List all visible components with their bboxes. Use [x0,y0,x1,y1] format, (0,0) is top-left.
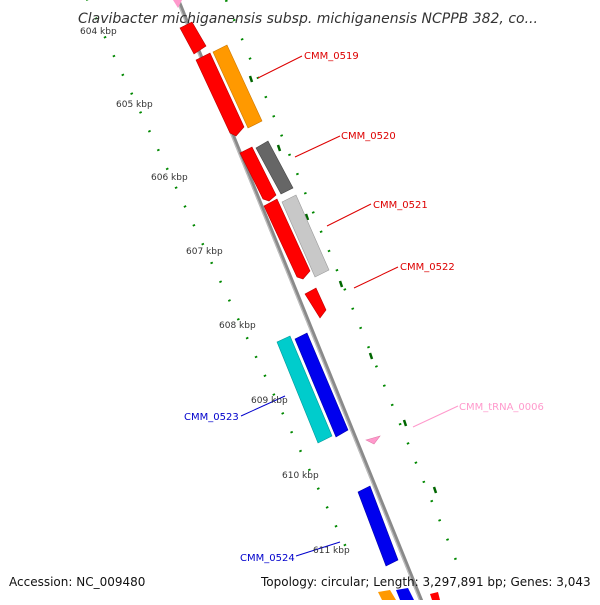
gene-label-cmm-0522[interactable]: CMM_0522 [400,262,455,273]
tick-label-611: 611 kbp [313,546,350,556]
gene-top-pink[interactable] [173,0,183,8]
gene-cmm-0523[interactable] [276,335,333,444]
topology-summary: Topology: circular; Length: 3,297,891 bp… [260,575,591,589]
gene-trna-0006[interactable] [365,435,381,445]
genome-title: Clavibacter michiganensis subsp. michiga… [78,11,538,27]
tick-label-608: 608 kbp [219,321,256,331]
gene-cmm-0524[interactable] [357,485,399,567]
label-leaders [240,55,459,557]
gene-orange-bottom[interactable] [378,590,396,600]
gene-red-top[interactable] [179,21,207,55]
outer-ticks [248,75,438,494]
gene-label-cmm-trna-0006[interactable]: CMM_tRNA_0006 [459,402,544,413]
gene-label-cmm-0520[interactable]: CMM_0520 [341,131,396,142]
gene-label-cmm-0521[interactable]: CMM_0521 [373,200,428,211]
gene-label-cmm-0524[interactable]: CMM_0524 [240,553,295,564]
tick-label-609: 609 kbp [251,396,288,406]
gene-red-b[interactable] [239,146,277,202]
gene-cmm-0522[interactable] [304,287,327,319]
gene-cmm-0520[interactable] [255,140,294,195]
gene-red-a[interactable] [195,52,245,137]
gene-blue-a[interactable] [294,332,349,438]
outer-track [224,0,462,571]
gene-blue-bottom[interactable] [396,588,414,600]
gene-cmm-0519[interactable] [212,44,263,129]
gene-red-c[interactable] [263,198,311,280]
tick-label-606: 606 kbp [151,173,188,183]
gene-label-cmm-0519[interactable]: CMM_0519 [304,51,359,62]
gene-cmm-0521[interactable] [281,194,330,278]
gene-label-cmm-0523[interactable]: CMM_0523 [184,412,239,423]
tick-label-607: 607 kbp [186,247,223,257]
tick-label-610: 610 kbp [282,471,319,481]
tick-label-604: 604 kbp [80,27,117,37]
gene-red-bottom[interactable] [430,592,440,600]
tick-label-605: 605 kbp [116,100,153,110]
accession-label: Accession: NC_009480 [9,575,145,589]
